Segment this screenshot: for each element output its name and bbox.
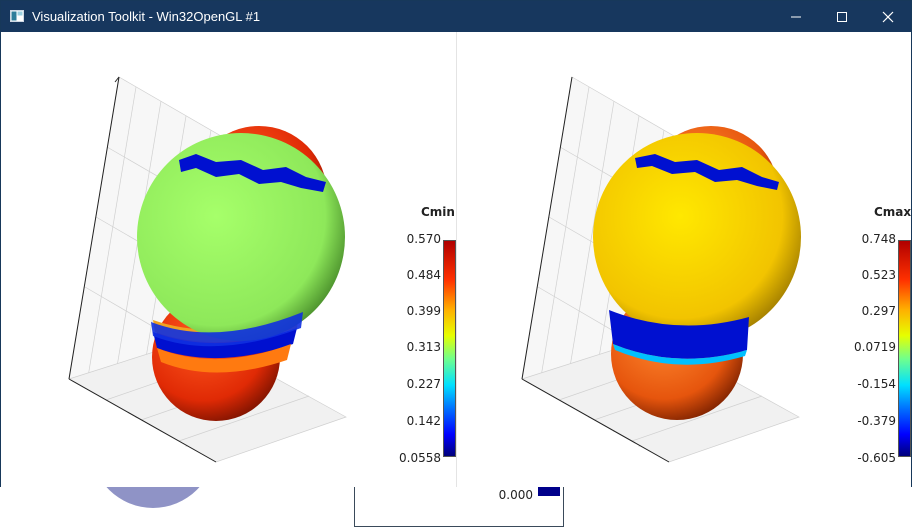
title-bar[interactable]: Visualization Toolkit - Win32OpenGL #1	[1, 1, 911, 32]
background-sphere	[92, 486, 214, 508]
right-viewport[interactable]: Cmax 0.748 0.523 0.297 0.0719 -0.154 -0.…	[457, 32, 911, 487]
window-title: Visualization Toolkit - Win32OpenGL #1	[32, 9, 261, 24]
colorbar-tick: 0.297	[861, 304, 896, 318]
minimize-button[interactable]	[773, 1, 819, 32]
axes-lines	[68, 76, 217, 463]
colorbar-tick: 0.227	[406, 377, 441, 391]
vtk-render-window[interactable]: Visualization Toolkit - Win32OpenGL #1	[0, 0, 912, 487]
background-colorbar-window: 0.000	[354, 486, 564, 527]
colorbar-tick: 0.523	[861, 268, 896, 282]
colorbar-tick: 0.0558	[399, 451, 441, 465]
colorbar-gradient	[443, 240, 456, 457]
colorbar-title: Cmax	[874, 205, 912, 219]
colorbar-tick: 0.748	[861, 232, 896, 246]
colorbar-tick: 0.0719	[854, 340, 896, 354]
colorbar-tick: -0.605	[857, 451, 896, 465]
lower-band	[609, 310, 749, 359]
left-3d-scene[interactable]	[1, 32, 456, 487]
colorbar-tick: 0.484	[406, 268, 441, 282]
middle-band	[151, 312, 303, 347]
maximize-button[interactable]	[819, 1, 865, 32]
colorbar-title: Cmin	[421, 205, 455, 219]
upper-band	[635, 154, 779, 190]
left-viewport[interactable]: Cmin 0.570 0.484 0.399 0.313 0.227 0.142…	[1, 32, 456, 487]
background-colorbar-label: 0.000	[498, 488, 533, 502]
middle-sphere	[593, 133, 801, 341]
maximize-icon	[837, 12, 847, 22]
background-colorbar-swatch	[538, 486, 560, 496]
colorbar-tick: 0.142	[406, 414, 441, 428]
colorbar-tick: 0.313	[406, 340, 441, 354]
minimize-icon	[791, 16, 801, 18]
lower-band-edge	[613, 344, 747, 365]
colorbar-tick: 0.399	[406, 304, 441, 318]
viewport-divider	[456, 32, 457, 487]
colorbar-gradient	[898, 240, 911, 457]
vtk-window-icon	[10, 10, 24, 22]
close-icon	[882, 11, 894, 23]
colorbar-tick: 0.570	[406, 232, 441, 246]
axes-lines	[521, 76, 670, 463]
right-3d-scene[interactable]	[457, 32, 911, 487]
colorbar-tick: -0.379	[857, 414, 896, 428]
upper-band	[179, 154, 326, 192]
close-button[interactable]	[865, 1, 911, 32]
colorbar-tick: -0.154	[857, 377, 896, 391]
